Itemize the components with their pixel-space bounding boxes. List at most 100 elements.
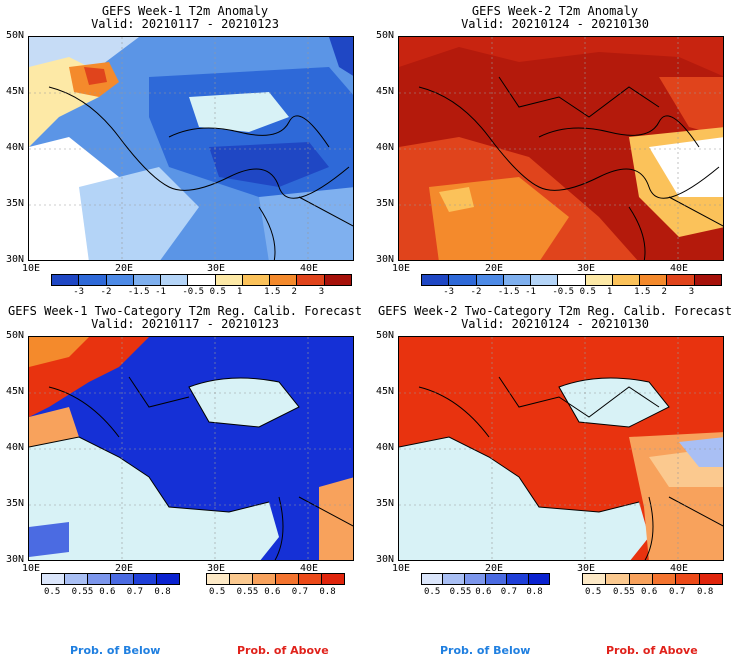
colorbar-tick-label: 1.5: [264, 287, 281, 297]
lat-label: 45N: [5, 386, 24, 397]
colorbar-swatch: [252, 573, 276, 585]
prob-above-legend: Prob. of Above: [606, 644, 698, 657]
colorbar-swatch: [41, 573, 65, 585]
anomaly-colorbar: [51, 274, 352, 286]
probability-map: [398, 336, 724, 561]
colorbar-tick-label: 0.55: [613, 587, 635, 597]
colorbar-tick-label: -3: [73, 287, 85, 297]
probability-map: [28, 336, 354, 561]
colorbar-tick-label: -1.5: [497, 287, 520, 297]
colorbar-swatch: [64, 573, 88, 585]
lat-label: 40N: [375, 442, 394, 453]
colorbar-swatch: [506, 573, 529, 585]
colorbar-swatch: [628, 573, 653, 585]
colorbar-swatch: [321, 573, 345, 585]
colorbar-swatch: [229, 573, 253, 585]
colorbar-swatch: [51, 274, 80, 286]
colorbar-tick-label: 2: [661, 287, 667, 297]
lon-label: 30E: [577, 263, 596, 274]
lon-label: 10E: [22, 563, 41, 574]
prob-below-legend: Prob. of Below: [440, 644, 531, 657]
lon-label: 40E: [300, 563, 319, 574]
lat-label: 35N: [375, 498, 394, 509]
colorbar-tick-label: 0.8: [697, 587, 714, 597]
lat-label: 50N: [5, 30, 24, 41]
colorbar-tick-label: 0.5: [44, 587, 61, 597]
lat-label: 40N: [5, 142, 24, 153]
colorbar-swatch: [105, 274, 134, 286]
panel-valid-dates: Valid: 20210117 - 20210123: [91, 17, 279, 31]
lat-label: 35N: [375, 198, 394, 209]
panel-title: GEFS Week-1 T2m Anomaly: [101, 4, 269, 18]
colorbar-tick-label: -3: [443, 287, 455, 297]
colorbar-tick-label: 0.55: [71, 587, 94, 597]
colorbar-swatch: [442, 573, 465, 585]
panel-valid-dates: Valid: 20210124 - 20210130: [461, 17, 649, 31]
colorbar-swatch: [323, 274, 352, 286]
colorbar-tick-label: 0.5: [209, 587, 226, 597]
colorbar-tick-label: 0.6: [264, 587, 281, 597]
colorbar-tick-label: 1: [606, 287, 613, 297]
panel-week2-probability: GEFS Week-2 Two-Category T2m Reg. Calib.…: [370, 300, 740, 600]
colorbar-swatch: [87, 573, 111, 585]
prob-below-colorbar: [41, 573, 180, 585]
lat-label: 40N: [375, 142, 394, 153]
colorbar-tick-label: -0.5: [182, 287, 205, 297]
colorbar-swatch: [298, 573, 322, 585]
colorbar-swatch: [206, 573, 230, 585]
colorbar-swatch: [530, 274, 559, 286]
colorbar-tick-label: 0.6: [99, 587, 116, 597]
lat-label: 35N: [5, 498, 24, 509]
colorbar-swatch: [675, 573, 700, 585]
colorbar-tick-label: 0.7: [291, 587, 309, 597]
colorbar-swatch: [557, 274, 586, 286]
colorbar-tick-label: 0.5: [585, 587, 602, 597]
lon-label: 30E: [207, 263, 226, 274]
colorbar-tick-label: -1: [155, 287, 166, 297]
prob-above-colorbar: [206, 573, 345, 585]
colorbar-tick-label: 3: [688, 287, 695, 297]
lon-label: 40E: [670, 563, 689, 574]
colorbar-tick-label: 3: [318, 287, 325, 297]
colorbar-tick-label: 0.7: [669, 587, 686, 597]
colorbar-swatch: [160, 274, 189, 286]
lat-label: 50N: [375, 30, 394, 41]
colorbar-tick-label: 0.5: [209, 287, 226, 297]
prob-below-legend: Prob. of Below: [70, 644, 161, 657]
colorbar-tick-label: 0.7: [500, 587, 518, 597]
lat-label: 35N: [5, 198, 24, 209]
colorbar-tick-label: 1: [236, 287, 243, 297]
colorbar-tick-label: -1: [525, 287, 536, 297]
colorbar-swatch: [296, 274, 325, 286]
prob-above-colorbar: [582, 573, 723, 585]
anomaly-map: [398, 36, 724, 261]
panel-week2-anomaly: GEFS Week-2 T2m Anomaly Valid: 20210124 …: [370, 0, 740, 300]
panel-week1-probability: GEFS Week-1 Two-Category T2m Reg. Calib.…: [0, 300, 370, 600]
colorbar-tick-label: -1.5: [127, 287, 150, 297]
lon-label: 40E: [300, 263, 319, 274]
colorbar-tick-label: 1.5: [634, 287, 651, 297]
colorbar-swatch: [698, 573, 723, 585]
lon-label: 10E: [392, 563, 411, 574]
colorbar-swatch: [421, 274, 450, 286]
colorbar-swatch: [110, 573, 134, 585]
lon-label: 20E: [485, 563, 504, 574]
lat-label: 50N: [5, 330, 24, 341]
lat-label: 40N: [5, 442, 24, 453]
lat-label: 45N: [375, 86, 394, 97]
colorbar-swatch: [584, 274, 613, 286]
colorbar-tick-label: 0.6: [475, 587, 492, 597]
lon-label: 20E: [485, 263, 504, 274]
lon-label: 30E: [577, 563, 596, 574]
lat-label: 30N: [375, 554, 394, 565]
lat-label: 45N: [375, 386, 394, 397]
panel-title: GEFS Week-2 Two-Category T2m Reg. Calib.…: [377, 304, 732, 318]
panel-valid-dates: Valid: 20210124 - 20210130: [461, 317, 649, 331]
lat-label: 30N: [375, 254, 394, 265]
colorbar-swatch: [78, 274, 107, 286]
colorbar-tick-label: 0.7: [126, 587, 144, 597]
colorbar-tick-label: -2: [100, 287, 112, 297]
panel-title: GEFS Week-1 Two-Category T2m Reg. Calib.…: [7, 304, 362, 318]
colorbar-swatch: [639, 274, 668, 286]
colorbar-swatch: [132, 274, 162, 286]
